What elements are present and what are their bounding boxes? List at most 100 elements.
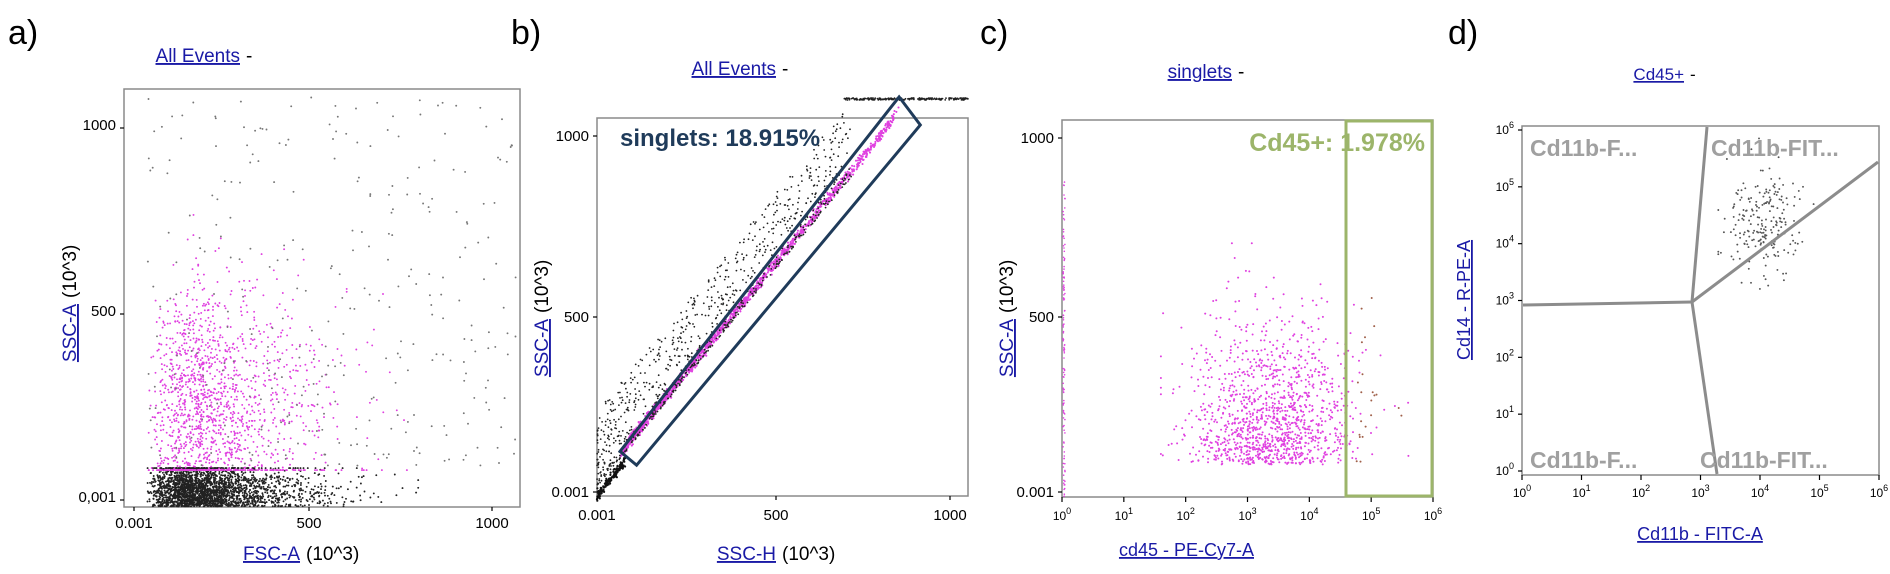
- event-dot: [244, 294, 246, 297]
- event-dot: [152, 355, 155, 358]
- event-dot: [195, 443, 198, 446]
- event-dot: [514, 438, 517, 441]
- event-dot: [155, 404, 158, 407]
- event-dot: [218, 370, 221, 373]
- event-dot: [173, 418, 176, 421]
- event-dot: [287, 138, 290, 141]
- event-dot: [270, 500, 273, 503]
- event-dot: [247, 428, 250, 431]
- event-dot: [854, 159, 858, 162]
- event-dot: [178, 388, 181, 391]
- event-dot: [217, 344, 220, 347]
- event-dot: [350, 444, 352, 447]
- event-dot: [249, 343, 252, 346]
- event-dot: [169, 477, 172, 480]
- event-dot: [248, 500, 250, 503]
- event-dot: [192, 328, 195, 331]
- event-dot: [279, 469, 282, 472]
- event-dot: [157, 476, 160, 479]
- event-dot: [341, 296, 344, 299]
- event-dot: [275, 425, 278, 428]
- panel-a-yaxis-label[interactable]: SSC-A: [60, 304, 81, 362]
- event-dot: [352, 249, 354, 252]
- event-dot: [210, 401, 213, 404]
- event-dot: [224, 433, 227, 436]
- event-dot: [260, 428, 263, 431]
- event-dot: [291, 344, 294, 346]
- event-dot: [166, 172, 169, 175]
- panel-a-letter: a): [8, 14, 38, 52]
- event-dot: [282, 500, 285, 503]
- event-dot: [195, 497, 198, 500]
- event-dot: [269, 476, 272, 479]
- panel-b-title-suffix[interactable]: -: [782, 59, 788, 80]
- event-dot: [263, 498, 266, 501]
- event-dot: [219, 469, 222, 472]
- panel-a-title[interactable]: All Events: [156, 46, 240, 67]
- event-dot: [333, 494, 336, 497]
- event-dot: [218, 414, 221, 417]
- event-dot: [195, 477, 198, 480]
- event-dot: [190, 360, 193, 363]
- event-dot: [212, 329, 215, 332]
- event-dot: [305, 485, 308, 488]
- event-dot: [263, 420, 266, 422]
- event-dot: [240, 476, 243, 479]
- event-dot: [445, 434, 448, 437]
- event-dot: [458, 299, 461, 302]
- event-dot: [177, 421, 180, 424]
- event-dot: [273, 345, 276, 348]
- event-dot: [187, 482, 190, 484]
- event-dot: [264, 502, 266, 504]
- event-dot: [391, 234, 394, 237]
- event-dot: [209, 469, 212, 472]
- event-dot: [177, 452, 180, 454]
- event-dot: [198, 470, 201, 473]
- event-dot: [303, 442, 306, 445]
- event-dot: [298, 488, 301, 491]
- event-dot: [194, 503, 197, 506]
- event-dot: [190, 350, 193, 352]
- event-dot: [252, 469, 254, 472]
- event-dot: [148, 498, 151, 501]
- event-dot: [254, 129, 257, 132]
- event-dot: [189, 328, 192, 331]
- event-dot: [315, 419, 318, 422]
- event-dot: [174, 454, 177, 457]
- event-dot: [487, 331, 490, 334]
- event-dot: [244, 504, 247, 507]
- panel-b-title[interactable]: All Events: [692, 59, 776, 80]
- event-dot: [226, 477, 229, 480]
- event-dot: [215, 482, 218, 485]
- event-dot: [324, 461, 327, 464]
- panel-a-title-suffix[interactable]: -: [246, 46, 252, 67]
- event-dot: [237, 475, 240, 478]
- event-dot: [220, 361, 223, 364]
- event-dot: [192, 234, 195, 237]
- event-dot: [345, 287, 348, 290]
- event-dot: [251, 477, 253, 479]
- event-dot: [208, 345, 211, 348]
- event-dot: [325, 373, 328, 376]
- event-dot: [161, 469, 164, 472]
- event-dot: [273, 490, 275, 493]
- event-dot: [248, 490, 250, 493]
- panel-a-xaxis-label[interactable]: FSC-A: [243, 544, 300, 565]
- event-dot: [305, 499, 308, 501]
- event-dot: [279, 478, 282, 480]
- panel-a-ytick: 1000: [83, 117, 116, 134]
- event-dot: [277, 366, 280, 369]
- event-dot: [196, 427, 199, 430]
- event-dot: [258, 402, 261, 405]
- event-dot: [210, 496, 213, 499]
- event-dot: [232, 360, 235, 363]
- event-dot: [157, 483, 159, 486]
- event-dot: [265, 501, 268, 504]
- event-dot: [236, 398, 239, 401]
- event-dot: [218, 476, 221, 479]
- event-dot: [289, 505, 292, 508]
- event-dot: [228, 407, 230, 410]
- event-dot: [203, 287, 206, 290]
- event-dot: [313, 405, 316, 408]
- event-dot: [366, 437, 369, 440]
